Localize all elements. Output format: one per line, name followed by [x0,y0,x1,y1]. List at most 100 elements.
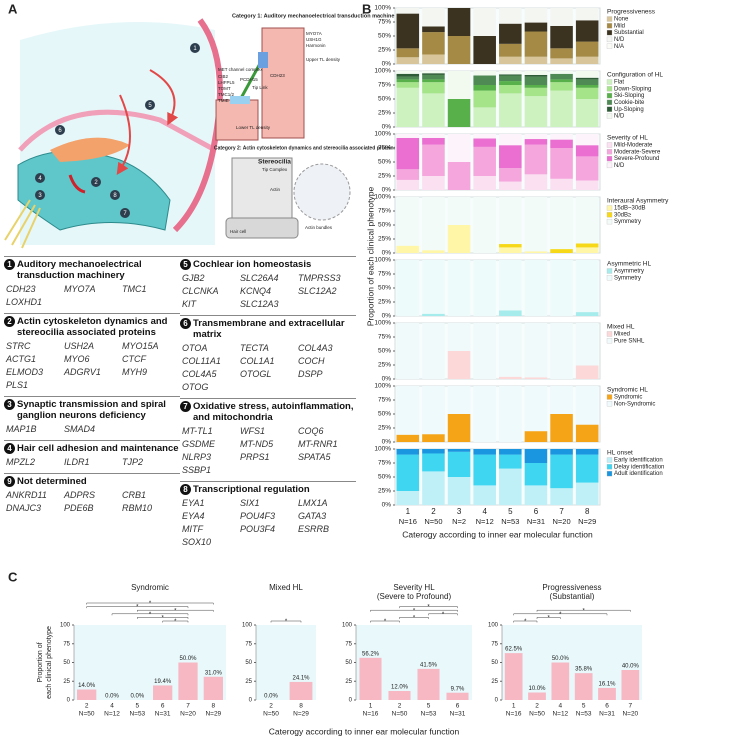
tectorial-membrane [50,137,130,162]
bar-segment [550,488,573,505]
y-tick-label: 75% [378,19,391,26]
gene-list: EYA1 SIX1 LMX1A EYA4 POU4F3 GATA3 MITF POU3F4 ES… [180,497,356,549]
bar-segment [447,162,471,190]
bar-segment [422,144,445,176]
significance-bracket [111,613,189,616]
n-label: N=29 [205,711,221,718]
bar-segment [422,434,445,442]
bar-segment [550,178,573,190]
bar-segment [550,8,573,26]
bar [528,692,546,700]
y-tick-label: 100% [374,383,391,390]
legend-swatch [606,79,613,85]
value-label: 56.2% [362,651,380,657]
bar-segment [499,93,522,127]
bar-segment [396,260,420,316]
legend-label: N/D [614,163,625,169]
category-header: 9 Not determined [4,476,180,487]
value-label: 10.0% [528,686,546,692]
gene: MT-TL1 [182,426,213,436]
bar-segment [550,71,573,74]
gene: GATA3 [298,511,327,521]
bar-segment [575,243,599,248]
legend-swatch [606,86,613,92]
significance-bracket [270,620,302,623]
n-label: N=16 [363,711,379,718]
value-label: 0.0% [264,694,278,700]
bar [574,673,593,700]
gene-list: ANKRD11 ADPRS CRB1 DNAJC3 PDE6B RBM10 [4,489,180,515]
gene-category: 6 Transmembrane and extracellular matrix O… [180,315,356,398]
y-tick-label: 50% [378,222,391,229]
y-tick-label: 0% [382,439,392,446]
met-channel [230,96,250,104]
bar-segment [422,197,445,251]
bar-segment [550,82,573,91]
value-label: 16.1% [598,682,616,688]
bar-segment [396,82,420,88]
bar-segment [396,434,420,442]
bar-segment [575,180,599,190]
bar-segment [473,90,496,108]
reissner-membrane [18,109,217,153]
category-name: Auditory mechanoelectrical transduction … [17,259,142,281]
y-tick-label: 25 [245,679,252,685]
gene-column: 1 Auditory mechanoelectrical transduction… [4,256,180,519]
legend-label: Delay identification [614,464,664,470]
bar-segment [499,310,522,316]
bar-segment [422,32,445,55]
gene: MYO7A [64,284,96,294]
gene: RBM10 [122,503,153,513]
bar-segment [575,145,599,157]
gene: SPATA5 [298,452,331,462]
legend-swatch [606,275,613,281]
bar-segment [447,414,471,442]
bar-segment [550,386,573,414]
bar-segment [499,181,522,190]
illustration-label: Hair cell [230,229,246,234]
upper-density [258,52,268,68]
significance-bracket [399,606,458,609]
bar-segment [422,71,445,74]
category-name: Actin cytoskeleton dynamics and stereoci… [17,316,168,338]
bar-segment [447,451,471,477]
bar-segment [473,75,496,85]
category-name: Transmembrane and extracellular matrix [193,318,345,340]
bar-segment [524,139,548,145]
illustration-label: TOMT [218,86,231,91]
bar-segment [396,323,420,379]
gene: COL11A1 [182,356,221,366]
gene: MITF [182,524,203,534]
x-tick-label: 7 [629,703,633,710]
bar-segment [499,168,522,182]
legend-label: Mixed [614,332,630,338]
bar-segment [550,197,573,250]
legend-swatch [606,464,613,470]
bar-segment [499,197,522,245]
y-tick-label: 50% [378,285,391,292]
y-tick-label: 75% [378,82,391,89]
n-label: N=29 [578,517,596,526]
category-name: Synaptic transmission and spiral ganglio… [17,399,166,421]
bar-segment [575,482,599,505]
n-label: N=31 [155,711,171,718]
y-tick-label: 100 [342,623,353,629]
y-tick-label: 75% [378,397,391,404]
y-axis-label: Proportion of each clinical phenotype [365,187,375,327]
bar-segment [524,85,548,88]
bar-segment [524,449,548,463]
n-label: N=31 [599,711,615,718]
category-header: 2 Actin cytoskeleton dynamics and stereoc… [4,316,180,338]
gene: OTOG [182,382,209,392]
gene: SLC12A3 [240,299,279,309]
bar-segment [524,144,548,175]
bar-segment [396,48,420,58]
category-number: 3 [4,399,15,410]
bar-segment [422,26,445,33]
bar-segment [575,85,599,88]
y-tick-label: 75 [63,641,70,647]
significance-label: * [384,619,387,625]
gene: CDH23 [6,284,36,294]
bar-segment [524,8,548,23]
category-title: Category 1: Auditory mechanoelectrical t… [232,13,401,19]
